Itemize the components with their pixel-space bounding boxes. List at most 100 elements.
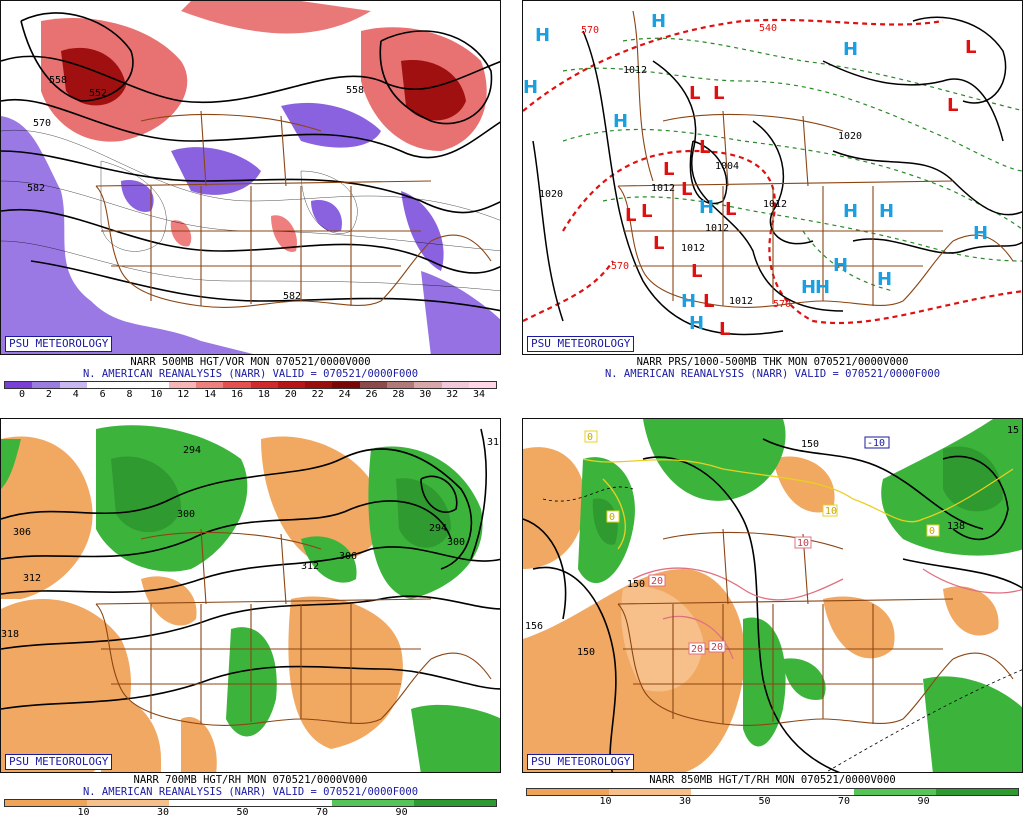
high-pressure-icon: H xyxy=(613,111,628,132)
caption-line1: NARR 850MB HGT/T/RH MON 070521/0000V000 xyxy=(649,774,896,786)
high-pressure-icon: H xyxy=(535,25,550,46)
low-pressure-icon: L xyxy=(653,233,664,254)
colorbar-swatch xyxy=(32,382,60,388)
colorbar-swatch xyxy=(414,800,496,806)
high-pressure-icon: H xyxy=(689,313,704,334)
caption-line2: N. AMERICAN REANALYSIS (NARR) VALID = 07… xyxy=(604,368,941,380)
colorbar-tick-label: 28 xyxy=(392,389,405,400)
high-pressure-icon: H xyxy=(699,197,714,218)
colorbar-tick-label: 2 xyxy=(45,389,52,400)
psu-meteorology-logo: PSU METEOROLOGY xyxy=(527,336,635,352)
temp-label-box: 10 xyxy=(794,536,812,549)
isobar-label: 1012 xyxy=(763,199,787,210)
contour-label: 300 xyxy=(447,537,465,548)
contour-label: 306 xyxy=(13,527,31,538)
thickness-label: 540 xyxy=(759,23,777,34)
temp-label-box: 0 xyxy=(584,430,598,443)
colorbar-swatch xyxy=(690,789,773,795)
colorbar-tick-label: 10 xyxy=(150,389,163,400)
colorbar-tick-label: 34 xyxy=(472,389,486,400)
contour-label: 156 xyxy=(525,621,543,632)
low-pressure-icon: L xyxy=(713,83,724,104)
map-850mb: 150 156 150 138 15 150 0 0 10 0 20 20 20… xyxy=(522,418,1023,773)
contour-label: 582 xyxy=(283,291,301,302)
caption-line1: NARR PRS/1000-500MB THK MON 070521/0000V… xyxy=(636,356,909,368)
svg-text:10: 10 xyxy=(825,506,837,517)
colorbar-swatch xyxy=(168,800,251,806)
low-pressure-icon: L xyxy=(691,261,702,282)
high-pressure-icon: H xyxy=(843,39,858,60)
colorbar-swatch xyxy=(59,382,87,388)
colorbar-swatch xyxy=(305,382,333,388)
temp-label-box: 0 xyxy=(606,510,620,523)
caption-line2: N. AMERICAN REANALYSIS (NARR) VALID = 07… xyxy=(82,368,419,380)
colorbar xyxy=(526,788,1019,796)
thickness-label: 570 xyxy=(611,261,629,272)
colorbar-tick-label: 24 xyxy=(338,389,351,400)
high-pressure-icon: H xyxy=(681,291,696,312)
high-pressure-icon: H xyxy=(843,201,858,222)
thickness-label: 570 xyxy=(581,25,599,36)
contour-label: 318 xyxy=(1,629,19,640)
temp-label-box: 20 xyxy=(648,574,666,587)
colorbar-tick-label: 10 xyxy=(77,807,90,818)
colorbar-swatch xyxy=(141,382,169,388)
low-pressure-icon: L xyxy=(947,95,958,116)
contour-label: 300 xyxy=(177,509,195,520)
colorbar-tick-label: 50 xyxy=(758,796,771,807)
temp-label-box: 10 xyxy=(822,504,838,517)
low-pressure-icon: L xyxy=(681,179,692,200)
isobar-label: 1012 xyxy=(623,65,647,76)
isobar-label: 1004 xyxy=(715,161,739,172)
colorbar-swatch xyxy=(86,382,115,388)
caption-line1: NARR 700MB HGT/RH MON 070521/0000V000 xyxy=(133,774,368,786)
colorbar-ticks: 0 2 4 6 8 10 12 14 16 18 20 22 24 26 28 30 32 34 xyxy=(4,389,497,401)
low-pressure-icon: L xyxy=(641,201,652,222)
colorbar-tick-label: 30 xyxy=(679,796,692,807)
colorbar-tick-label: 0 xyxy=(18,389,26,400)
colorbar-tick-label: 12 xyxy=(177,389,190,400)
colorbar-swatch xyxy=(223,382,251,388)
colorbar-tick-label: 90 xyxy=(917,796,930,807)
colorbar-swatch xyxy=(168,382,196,388)
colorbar-tick-label: 6 xyxy=(99,389,106,400)
neg-vort-west xyxy=(1,116,253,354)
colorbar-ticks: 10 30 50 70 90 xyxy=(4,807,497,819)
isobar-label: 1012 xyxy=(705,223,729,234)
colorbar-tick-label: 14 xyxy=(204,389,217,400)
colorbar-swatch xyxy=(332,382,360,388)
colorbar-tick-label: 4 xyxy=(72,389,79,400)
svg-text:0: 0 xyxy=(609,512,615,523)
svg-text:20: 20 xyxy=(691,644,703,655)
high-pressure-icon: H xyxy=(523,77,538,98)
colorbar-swatch xyxy=(854,789,937,795)
svg-text:0: 0 xyxy=(929,526,935,537)
contour-label: 31 xyxy=(487,437,499,448)
colorbar-swatch xyxy=(468,382,497,388)
low-pressure-icon: L xyxy=(699,137,710,158)
high-pressure-icon: H xyxy=(973,223,988,244)
caption-line2: N. AMERICAN REANALYSIS (NARR) VALID = 07… xyxy=(82,786,419,798)
colorbar-swatch xyxy=(359,382,387,388)
contour-label: 15 xyxy=(1007,425,1019,436)
svg-text:20: 20 xyxy=(711,642,723,653)
psu-meteorology-logo: PSU METEOROLOGY xyxy=(527,754,635,770)
colorbar xyxy=(4,799,497,807)
colorbar-tick-label: 70 xyxy=(838,796,851,807)
contour-label: 558 xyxy=(346,85,364,96)
isobar-label: 1012 xyxy=(729,296,753,307)
high-pressure-icon: H xyxy=(877,269,892,290)
temp-label-box: 20 xyxy=(688,642,706,655)
colorbar-swatch xyxy=(195,382,224,388)
colorbar-swatch xyxy=(332,800,415,806)
colorbar-swatch xyxy=(250,800,333,806)
isobar-label: 1012 xyxy=(651,183,675,194)
colorbar-tick-label: 30 xyxy=(157,807,170,818)
colorbar-swatch xyxy=(86,800,169,806)
low-pressure-icon: L xyxy=(663,159,674,180)
low-pressure-icon: L xyxy=(689,83,700,104)
high-pressure-icon: H xyxy=(651,11,666,32)
svg-text:20: 20 xyxy=(651,576,663,587)
svg-text:0: 0 xyxy=(587,432,593,443)
contour-label: 150 xyxy=(801,439,819,450)
